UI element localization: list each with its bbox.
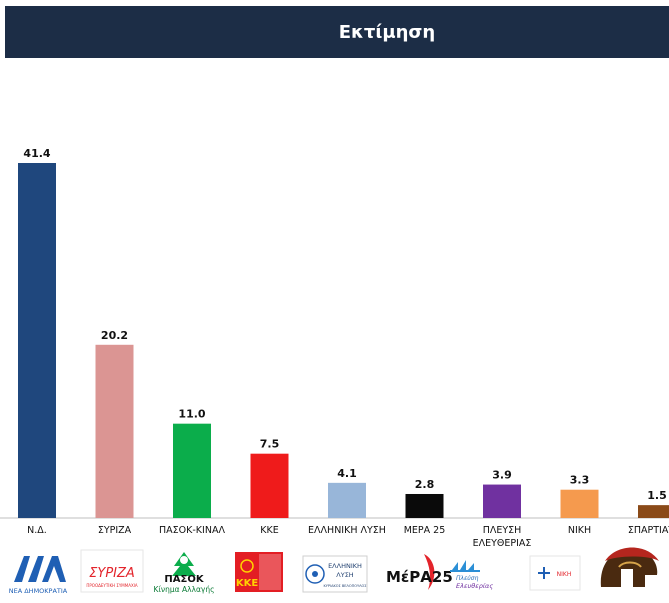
value-label-box-8: [643, 487, 669, 503]
value-label-8: 1.5: [647, 489, 667, 502]
plefsi-logo-line1: Πλεύση: [456, 575, 479, 582]
syriza-logo-sub: ΠΡΟΟΔΕΥΤΙΚΗ ΣΥΜΜΑΧΙΑ: [86, 583, 137, 588]
elliniki-lysi-logo-line3: ΚΥΡΙΑΚΟΣ ΒΕΛΟΠΟΥΛΟΣ: [324, 584, 367, 588]
value-label-box-3: [256, 435, 283, 451]
bar-4: [328, 482, 366, 518]
category-label-2: ΠΑΣΟΚ-ΚΙΝΑΛ: [159, 525, 225, 536]
mera25-logo: ΜέΡΑ25: [386, 554, 453, 590]
value-label-5: 2.8: [415, 478, 435, 491]
bar-7: [560, 489, 599, 518]
category-labels-group: Ν.Δ. ΣΥΡΙΖΑ ΠΑΣΟΚ-ΚΙΝΑΛ ΚΚΕ ΕΛΛΗΝΙΚΗ ΛΥΣΗ ΜΕΡ…: [27, 525, 669, 549]
chart-header: Εκτίμηση: [5, 6, 669, 58]
value-label-box-0: [20, 145, 54, 160]
nd-logo: ΝΕΑ ΔΗΜΟΚΡΑΤΙΑ: [9, 556, 68, 595]
value-label-box-6: [488, 466, 516, 482]
bar-8: [638, 505, 669, 518]
category-label-6: ΠΛΕΥΣΗ ΕΛΕΥΘΕΡΙΑΣ: [473, 525, 532, 549]
bar-2: [173, 423, 211, 518]
category-label-4: ΕΛΛΗΝΙΚΗ ΛΥΣΗ: [308, 525, 386, 536]
pasok-logo-text: ΠΑΣΟΚ: [164, 574, 204, 585]
value-label-7: 3.3: [570, 474, 590, 487]
bar-6: [483, 484, 521, 518]
value-label-box-2: [175, 405, 209, 421]
value-label-1: 20.2: [101, 329, 128, 342]
syriza-logo-text: ΣΥΡΙΖΑ: [89, 566, 135, 581]
bar-5: [405, 493, 444, 518]
value-label-box-5: [411, 475, 438, 491]
elliniki-lysi-logo-line1: ΕΛΛΗΝΙΚΗ: [328, 562, 362, 570]
category-label-3: ΚΚΕ: [260, 525, 278, 536]
pasok-logo: ΠΑΣΟΚ Κίνημα Αλλαγής: [153, 552, 215, 594]
value-label-box-4: [333, 464, 361, 480]
party-logos: ΝΕΑ ΔΗΜΟΚΡΑΤΙΑ ΣΥΡΙΖΑ ΠΡΟΟΔΕΥΤΙΚΗ ΣΥΜΜΑΧ…: [9, 547, 659, 595]
kke-logo: ΚΚΕ: [235, 552, 283, 592]
bar-0: [18, 163, 56, 518]
value-label-3: 7.5: [260, 438, 280, 451]
plefsi-logo-line2: Ελευθερίας: [456, 582, 493, 590]
bar-3: [250, 453, 289, 518]
elliniki-lysi-logo: ΕΛΛΗΝΙΚΗ ΛΥΣΗ ΚΥΡΙΑΚΟΣ ΒΕΛΟΠΟΥΛΟΣ: [302, 555, 368, 593]
value-label-2: 11.0: [178, 408, 205, 421]
category-label-7: ΝΙΚΗ: [568, 525, 591, 536]
value-label-6: 3.9: [492, 469, 512, 482]
category-label-8: ΣΠΑΡΤΙΑΤΕΣ: [628, 525, 669, 536]
value-label-box-1: [97, 326, 132, 342]
nd-logo-text: ΝΕΑ ΔΗΜΟΚΡΑΤΙΑ: [9, 587, 68, 595]
category-label-5: ΜΕΡΑ 25: [404, 525, 446, 536]
niki-logo-text: ΝΙΚΗ: [557, 571, 572, 578]
elliniki-lysi-logo-line2: ΛΥΣΗ: [336, 571, 354, 579]
value-label-0: 41.4: [23, 147, 50, 160]
pasok-logo-sub: Κίνημα Αλλαγής: [153, 585, 214, 594]
chart-title: Εκτίμηση: [338, 21, 436, 43]
bar-1: [95, 344, 134, 518]
mera25-logo-text: ΜέΡΑ25: [386, 568, 453, 586]
spartiates-logo: [600, 547, 659, 587]
syriza-logo: ΣΥΡΙΖΑ ΠΡΟΟΔΕΥΤΙΚΗ ΣΥΜΜΑΧΙΑ: [80, 549, 144, 593]
bars-group: [18, 163, 669, 518]
value-label-box-7: [566, 471, 593, 487]
category-label-1: ΣΥΡΙΖΑ: [98, 525, 132, 536]
niki-logo: ΝΙΚΗ: [529, 555, 581, 591]
plefsi-logo: Πλεύση Ελευθερίας: [450, 560, 493, 590]
category-label-0: Ν.Δ.: [27, 525, 47, 536]
value-label-4: 4.1: [337, 467, 357, 480]
kke-logo-text: ΚΚΕ: [236, 578, 258, 589]
value-labels-group: 41.4 20.2 11.0 7.5 4.1 2.8 3.9 3.3 1.5: [20, 145, 669, 503]
